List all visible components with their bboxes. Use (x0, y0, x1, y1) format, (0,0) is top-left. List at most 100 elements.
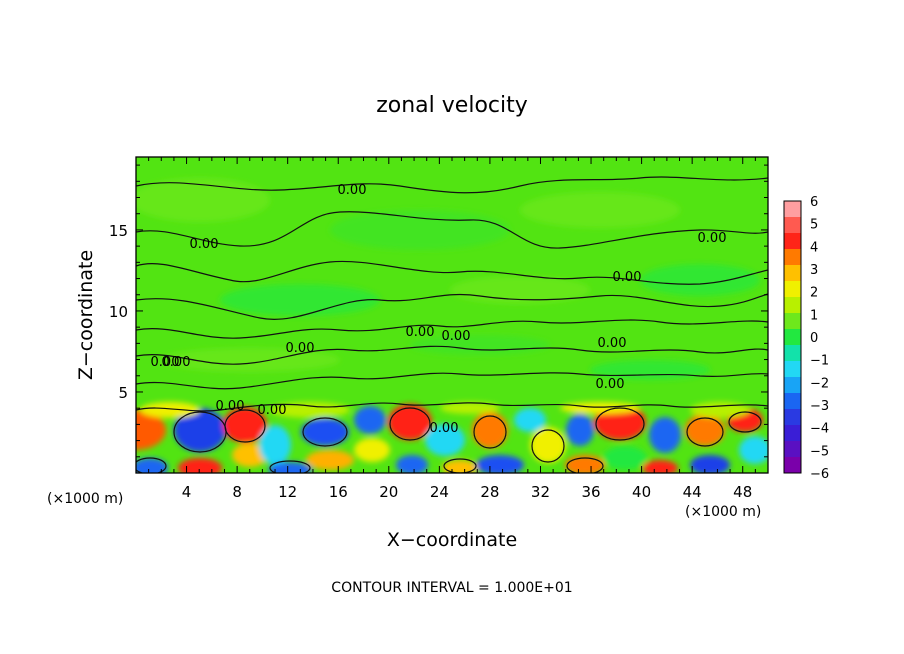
contour-label: 0.00 (613, 270, 642, 285)
field-patch (640, 264, 760, 296)
colorbar-segment (784, 441, 801, 458)
field-patch (136, 410, 166, 450)
colorbar-segment (784, 329, 801, 346)
colorbar-label: 3 (810, 263, 818, 278)
contour-label: 0.00 (442, 329, 471, 344)
contour-label: 0.00 (258, 403, 287, 418)
field-patch (136, 458, 168, 473)
colorbar-frame (783, 200, 802, 474)
field-patch (354, 406, 386, 434)
x-tick-label: 28 (480, 483, 499, 501)
field-patch (410, 335, 550, 355)
field-patch (174, 408, 226, 452)
field-patch (425, 424, 465, 456)
x-tick-label: 4 (182, 483, 192, 501)
field-patch (301, 418, 349, 446)
colorbar-segment (784, 393, 801, 410)
colorbar-label: 4 (810, 240, 818, 255)
field-patch (268, 462, 312, 473)
contour-line (136, 293, 768, 320)
contour-loop (531, 429, 565, 463)
contour-loop (595, 407, 645, 441)
field-patch (642, 460, 678, 473)
contour-loop (389, 407, 431, 441)
field-patch (649, 417, 681, 453)
field-patch (270, 402, 350, 418)
y-tick-label: 5 (118, 384, 128, 402)
contour-line (136, 211, 768, 249)
x-tick-label: 8 (232, 483, 242, 501)
x-tick-label: 44 (683, 483, 702, 501)
contour-label: 0.00 (338, 183, 367, 198)
x-tick-label: 32 (531, 483, 550, 501)
x-tick-label: 40 (632, 483, 651, 501)
y-axis-label: Z−coordinate (75, 250, 97, 380)
field-patch (440, 402, 500, 414)
x-unit-label-left: (×1000 m) (47, 491, 123, 507)
chart-title: zonal velocity (376, 93, 528, 118)
field-patch (690, 402, 750, 418)
field-patch (223, 407, 267, 443)
colorbar-segment (784, 313, 801, 330)
x-tick-label: 12 (278, 483, 297, 501)
x-tick-label: 24 (430, 483, 449, 501)
contour-label: 0.00 (598, 336, 627, 351)
field-patch (232, 443, 268, 467)
contour-label: 0.00 (698, 231, 727, 246)
field-patch (472, 412, 508, 448)
contour-loop (728, 411, 762, 433)
contour-loop (136, 457, 167, 473)
contour-line (136, 372, 768, 390)
contour-lines (136, 176, 768, 473)
contour-line (136, 260, 768, 285)
field-patch (160, 348, 340, 372)
colorbar-label: −5 (810, 444, 829, 459)
field-patch (306, 450, 354, 470)
field-patch (136, 178, 270, 222)
heatmap-field (136, 157, 768, 473)
contour-label: 0.00 (596, 377, 625, 392)
colorbar-label: −1 (810, 354, 829, 369)
field-patch (259, 425, 291, 465)
colorbar (784, 201, 801, 474)
colorbar-segment (784, 377, 801, 394)
field-patch (685, 414, 725, 446)
field-patch (560, 402, 640, 414)
colorbar-segment (784, 297, 801, 314)
colorbar-label: 6 (810, 195, 818, 210)
field-blobs (136, 178, 768, 473)
colorbar-label: 2 (810, 286, 818, 301)
colorbar-segment (784, 217, 801, 234)
contour-line (136, 345, 768, 365)
colorbar-segment (784, 457, 801, 474)
colorbar-segment (784, 201, 801, 218)
colorbar-segment (784, 361, 801, 378)
colorbar-label: −6 (810, 467, 829, 482)
colorbar-labels: 6 5 4 3 2 1 0 −1 −2 −3 −4 −5 −6 (810, 195, 829, 482)
contour-loop (686, 417, 724, 447)
colorbar-segment (784, 265, 801, 282)
field-patch (330, 210, 510, 250)
field-patch (388, 404, 432, 440)
colorbar-segment (784, 345, 801, 362)
field-patch (178, 458, 222, 473)
contour-label: 0.00 (151, 355, 180, 370)
contour-label: 0.00 (406, 325, 435, 340)
contour-loop (566, 457, 604, 473)
x-tick-label: 36 (581, 483, 600, 501)
contour-loop (443, 458, 477, 473)
field-patch (442, 460, 478, 473)
field-patch (396, 455, 428, 473)
contour-label: 0.00 (162, 355, 191, 370)
field-patch (220, 284, 380, 316)
colorbar-label: −3 (810, 399, 829, 414)
field-patch (566, 414, 594, 446)
field-patch (530, 427, 566, 463)
colorbar-label: −4 (810, 422, 829, 437)
field-patch (690, 455, 730, 473)
contour-loop (269, 460, 311, 473)
y-tick-label: 10 (109, 303, 128, 321)
colorbar-segment (784, 233, 801, 250)
contour-label: 0.00 (286, 341, 315, 356)
x-unit-label-right: (×1000 m) (685, 504, 761, 520)
